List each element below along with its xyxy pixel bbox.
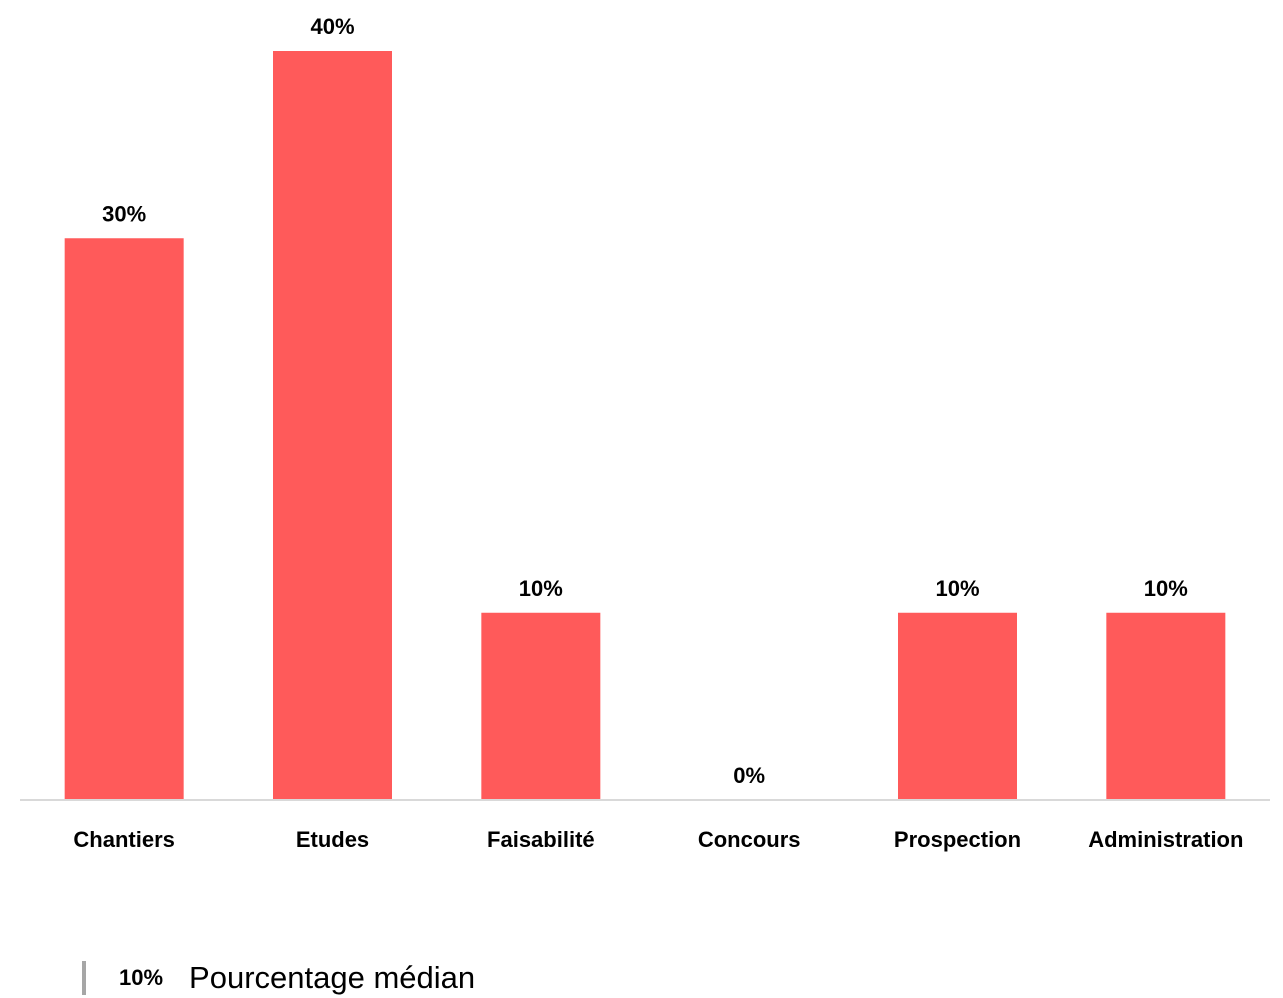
category-label: Faisabilité xyxy=(487,827,595,852)
legend-marker xyxy=(82,961,86,995)
legend-value: 10% xyxy=(119,965,164,990)
bar-faisabilit- xyxy=(481,612,601,800)
legend: 10% Pourcentage médian xyxy=(82,958,475,998)
data-label: 10% xyxy=(519,576,563,601)
category-labels-group: Chantiers Etudes Faisabilité Concours Prospe… xyxy=(73,827,1243,852)
bars-group xyxy=(64,51,1226,800)
value-labels-group: 30% 40% 10% 0% 10% 10% xyxy=(102,14,1188,788)
category-label: Chantiers xyxy=(73,827,174,852)
data-label: 30% xyxy=(102,201,146,226)
data-label: 10% xyxy=(935,576,979,601)
bar-etudes xyxy=(273,51,392,800)
category-label: Prospection xyxy=(894,827,1021,852)
bar-administration xyxy=(1106,612,1226,800)
bar-prospection xyxy=(898,612,1017,800)
data-label: 40% xyxy=(310,14,354,39)
category-label: Etudes xyxy=(296,827,369,852)
data-label: 0% xyxy=(733,763,765,788)
bar-chart: 30% 40% 10% 0% 10% 10% Chantiers Etudes Faisabi… xyxy=(20,14,1270,852)
category-label: Concours xyxy=(698,827,801,852)
legend-label: Pourcentage médian xyxy=(189,960,476,995)
category-label: Administration xyxy=(1088,827,1243,852)
bar-chantiers xyxy=(64,238,184,800)
data-label: 10% xyxy=(1144,576,1188,601)
